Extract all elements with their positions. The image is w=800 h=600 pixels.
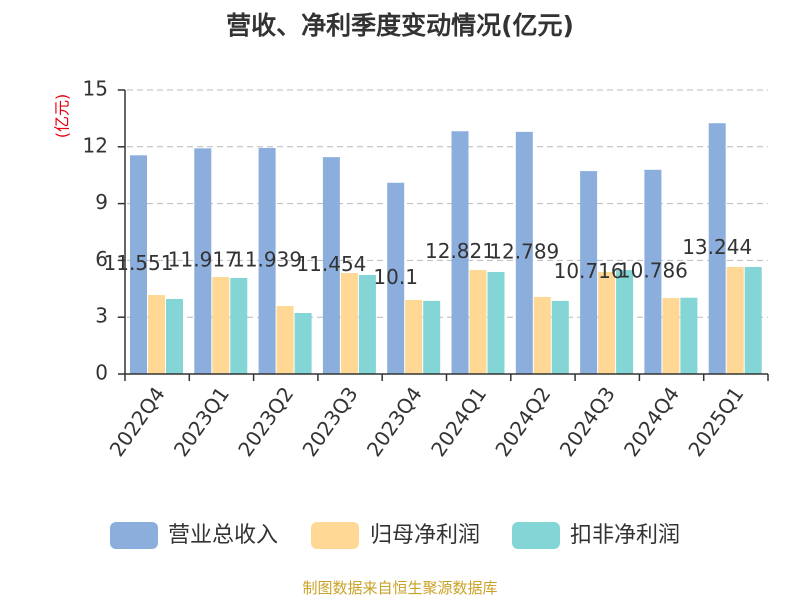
bar-series-3-2022Q4 [166,299,183,374]
y-tick-label-1: 3 [95,304,108,328]
x-tick-label-2024Q1: 2024Q1 [426,382,491,461]
bar-series-3-2025Q1 [744,267,762,374]
bar-series-1-2024Q2 [515,131,533,374]
chart-title: 营收、净利季度变动情况(亿元) [226,11,574,40]
bar-series-2-2022Q4 [148,295,165,374]
bar-series-2-2025Q1 [726,267,744,374]
bar-series-2-2024Q4 [662,298,680,374]
bar-series-1-2023Q3 [322,157,340,374]
x-tick-label-2023Q2: 2023Q2 [233,382,298,461]
data-label-series-1-2025Q1: 13.244 [682,235,752,259]
bar-series-1-2023Q2 [258,147,276,374]
bar-series-3-2024Q2 [551,300,569,374]
y-tick-label-2: 6 [95,247,108,271]
bar-series-1-2025Q1 [708,123,726,374]
data-label-series-1-2023Q4: 10.1 [373,265,418,289]
data-label-series-1-2023Q3: 11.454 [296,252,366,276]
data-label-series-1-2024Q1: 12.821 [425,239,495,263]
y-axis-label: (亿元) [53,94,72,139]
data-label-series-1-2024Q3: 10.716 [554,259,624,283]
bar-series-1-2023Q4 [387,182,405,374]
data-label-series-1-2022Q4: 11.551 [104,251,174,275]
bar-series-3-2024Q3 [616,270,634,374]
x-tick-label-2025Q1: 2025Q1 [683,382,748,461]
bar-series-3-2023Q3 [358,274,376,374]
bar-series-1-2024Q3 [580,171,598,374]
bar-series-2-2023Q4 [405,299,423,374]
bar-series-2-2024Q3 [598,271,616,374]
bar-series-1-2024Q4 [644,169,662,374]
y-tick-label-5: 15 [83,77,108,101]
x-tick-label-2023Q3: 2023Q3 [297,382,362,461]
legend-label-1: 营业总收入 [168,523,278,548]
source-note: 制图数据来自恒生聚源数据库 [302,579,497,597]
data-label-series-1-2023Q1: 11.917 [168,248,238,272]
bar-series-3-2023Q1 [230,278,248,374]
x-tick-label-2022Q4: 2022Q4 [105,382,170,461]
bar-series-2-2023Q2 [276,306,294,374]
x-tick-label-2024Q2: 2024Q2 [490,382,555,461]
bar-series-3-2024Q1 [487,271,505,374]
bar-series-3-2024Q4 [680,297,698,374]
legend-item-3: 扣非净利润 [512,522,680,549]
bar-series-2-2023Q1 [212,277,230,374]
legend-item-1: 营业总收入 [110,522,278,549]
bar-series-2-2023Q3 [340,273,358,374]
x-tick-label-2024Q3: 2024Q3 [555,382,620,461]
legend-label-2: 归母净利润 [370,523,480,548]
bar-series-1-2022Q4 [130,155,147,374]
data-label-series-1-2024Q2: 12.789 [489,239,559,263]
legend: 营业总收入 归母净利润 扣非净利润 [110,522,680,549]
bar-series-2-2024Q2 [533,296,551,374]
legend-swatch-1 [110,522,158,549]
bar-series-3-2023Q2 [294,313,312,374]
legend-label-3: 扣非净利润 [570,523,680,548]
x-tick-label-2023Q4: 2023Q4 [362,382,427,461]
bars [130,123,762,374]
x-tick-label-2023Q1: 2023Q1 [169,382,234,461]
legend-swatch-2 [311,522,359,549]
x-tick-label-2024Q4: 2024Q4 [619,382,684,461]
y-tick-label-4: 12 [83,133,108,157]
bar-series-1-2023Q1 [194,148,212,374]
data-label-series-1-2023Q2: 11.939 [232,247,302,271]
legend-swatch-3 [512,522,560,549]
bar-series-1-2024Q1 [451,131,469,374]
bar-series-3-2023Q4 [423,300,441,374]
y-tick-label-0: 0 [95,361,108,385]
legend-item-2: 归母净利润 [311,522,480,549]
bar-series-2-2024Q1 [469,270,487,374]
data-label-series-1-2024Q4: 10.786 [618,258,688,282]
y-tick-label-3: 9 [95,190,108,214]
